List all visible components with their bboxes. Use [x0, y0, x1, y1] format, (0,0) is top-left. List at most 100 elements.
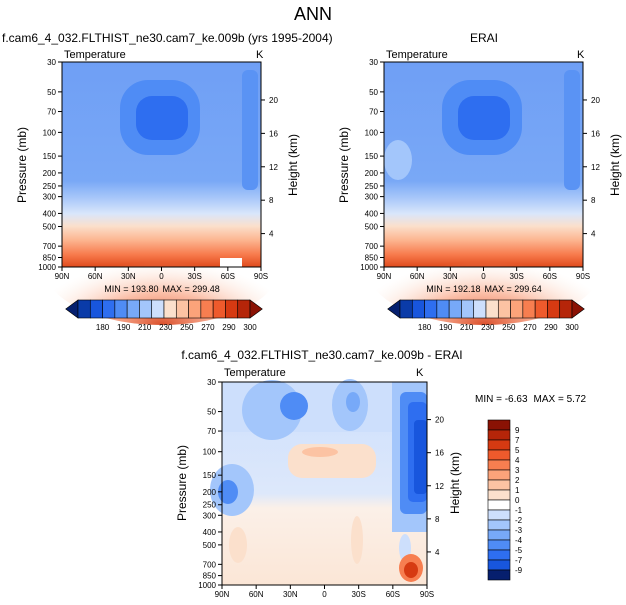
colorbar-box	[559, 299, 573, 319]
colorbar-box	[487, 479, 511, 491]
y-tick-label: 100	[365, 128, 379, 137]
colorbar-box	[547, 299, 561, 319]
y-tick-label: 150	[203, 471, 217, 480]
y-tick-label: 250	[203, 501, 217, 510]
height-tick-label: 20	[435, 416, 444, 425]
x-tick-label: 0	[159, 272, 164, 281]
y-tick-label: 1000	[198, 581, 216, 590]
colorbar-box	[534, 299, 548, 319]
colorbar-box	[237, 299, 251, 319]
y-tick-label: 300	[203, 511, 217, 520]
y-tick-label: 850	[43, 253, 57, 262]
panel-model-units: K	[256, 49, 264, 61]
x-tick-label: 0	[322, 590, 327, 599]
height-tick-label: 12	[435, 482, 444, 491]
height-tick-label: 4	[591, 230, 596, 239]
panel-obs-plot	[366, 61, 602, 325]
panel-obs: ERAI Temperature K Pressure (mb) Height …	[337, 31, 622, 332]
colorbar-box	[102, 299, 116, 319]
colorbar-label: 290	[544, 323, 558, 332]
y-tick-label: 400	[365, 209, 379, 218]
height-tick-label: 4	[435, 548, 440, 557]
x-tick-label: 90N	[215, 590, 230, 599]
y-tick-label: 150	[365, 152, 379, 161]
colorbar-box	[487, 549, 511, 561]
y-tick-label: 200	[365, 169, 379, 178]
y-tick-label: 70	[207, 427, 216, 436]
panel-model-minmax: MIN = 193.80 MAX = 299.48	[104, 284, 220, 294]
panel-diff-ylabel: Pressure (mb)	[175, 445, 189, 521]
colorbar-box	[487, 439, 511, 451]
colorbar-cap	[249, 299, 263, 319]
panel-obs-minmax: MIN = 192.18 MAX = 299.64	[426, 284, 542, 294]
panel-model-min: MIN = 193.80	[104, 284, 158, 294]
colorbar-box	[461, 299, 475, 319]
panel-diff-plot	[210, 379, 428, 586]
panel-obs-max: MAX = 299.64	[484, 284, 541, 294]
x-tick-label: 30N	[283, 590, 298, 599]
colorbar-box	[411, 299, 425, 319]
y-tick-label: 50	[47, 88, 56, 97]
y-tick-label: 700	[365, 242, 379, 251]
y-tick-label: 400	[43, 209, 57, 218]
x-tick-label: 60S	[221, 272, 235, 281]
height-tick-label: 16	[591, 129, 600, 138]
panel-model-variable: Temperature	[64, 49, 126, 61]
y-tick-label: 200	[203, 488, 217, 497]
colorbar-box	[212, 299, 226, 319]
colorbar-label: 4	[515, 456, 520, 465]
colorbar-box	[487, 529, 511, 541]
colorbar-label: 180	[96, 323, 110, 332]
y-tick-label: 700	[43, 242, 57, 251]
panel-diff-axes: 3050701001502002503004005007008501000481…	[198, 378, 444, 599]
colorbar-box	[487, 559, 511, 571]
y-tick-label: 500	[203, 541, 217, 550]
y-tick-label: 300	[43, 193, 57, 202]
panel-diff-variable: Temperature	[224, 367, 286, 379]
colorbar-label: -4	[515, 536, 523, 545]
colorbar-label: -9	[515, 566, 523, 575]
panel-model-axes: 3050701001502002503004005007008501000481…	[38, 58, 278, 281]
colorbar-label: 2	[515, 476, 520, 485]
y-tick-label: 30	[47, 58, 56, 67]
x-tick-label: 60N	[249, 590, 264, 599]
height-tick-label: 4	[269, 230, 274, 239]
height-tick-label: 8	[269, 196, 274, 205]
colorbar-label: 3	[515, 466, 520, 475]
x-tick-label: 60N	[410, 272, 425, 281]
colorbar-box	[487, 459, 511, 471]
height-tick-label: 20	[269, 96, 278, 105]
colorbar-label: 250	[502, 323, 516, 332]
colorbar-box	[487, 519, 511, 531]
panel-obs-title: ERAI	[470, 31, 498, 45]
colorbar-box	[487, 569, 511, 581]
panel-obs-ylabel: Pressure (mb)	[337, 127, 351, 203]
panel-obs-y2label: Height (km)	[608, 134, 622, 196]
panel-model-colorbar: 180 190 210 230 250 270 290 300	[65, 299, 263, 332]
y-tick-label: 500	[365, 222, 379, 231]
y-tick-label: 500	[43, 222, 57, 231]
y-tick-label: 100	[203, 448, 217, 457]
colorbar-label: -2	[515, 516, 523, 525]
x-tick-label: 30S	[188, 272, 202, 281]
colorbar-box	[399, 299, 413, 319]
y-tick-label: 250	[365, 182, 379, 191]
colorbar-box	[200, 299, 214, 319]
colorbar-box	[188, 299, 202, 319]
colorbar-label: 230	[481, 323, 495, 332]
panel-diff-minmax: MIN = -6.63 MAX = 5.72	[475, 394, 586, 405]
panel-model-y2label: Height (km)	[286, 134, 300, 196]
colorbar-label: -1	[515, 506, 523, 515]
colorbar-label: 270	[201, 323, 215, 332]
colorbar-box	[497, 299, 511, 319]
y-tick-label: 300	[365, 193, 379, 202]
colorbar-box	[139, 299, 153, 319]
colorbar-box	[487, 539, 511, 551]
colorbar-box	[126, 299, 140, 319]
height-tick-label: 12	[269, 163, 278, 172]
colorbar-box	[487, 429, 511, 441]
colorbar-box	[448, 299, 462, 319]
x-tick-label: 0	[481, 272, 486, 281]
x-tick-label: 90S	[254, 272, 268, 281]
